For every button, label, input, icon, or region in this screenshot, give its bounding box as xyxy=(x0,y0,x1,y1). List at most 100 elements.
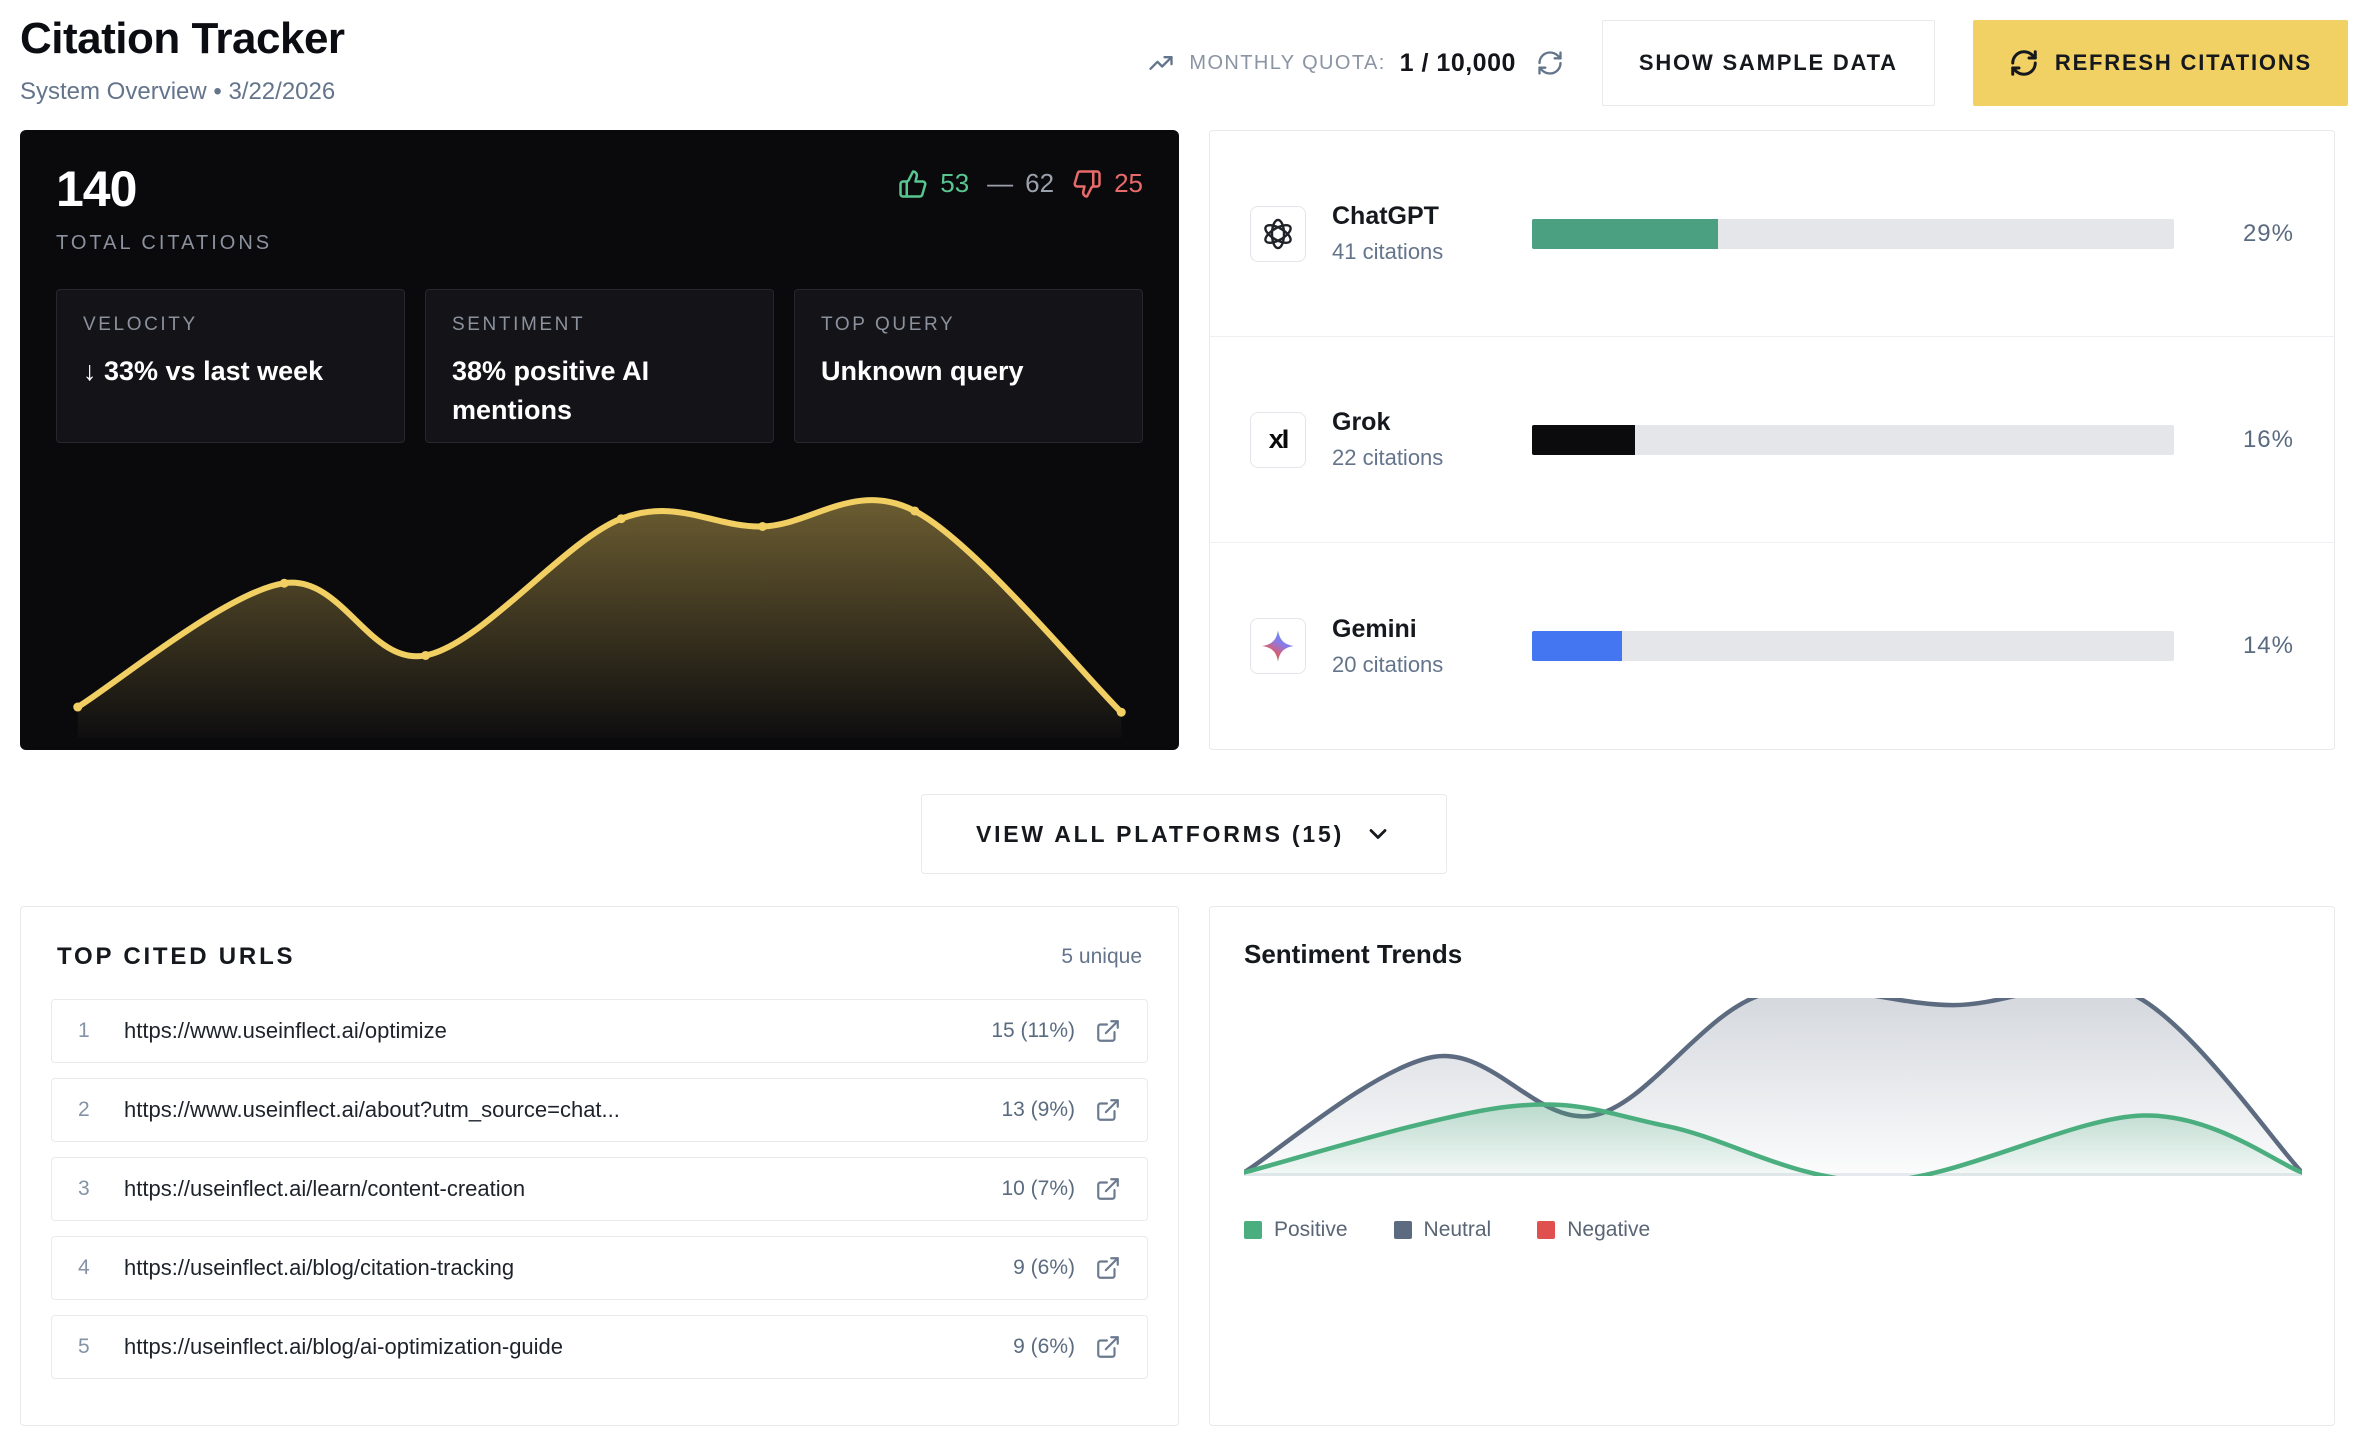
url-rank: 1 xyxy=(78,1019,90,1042)
url-text: https://www.useinflect.ai/optimize xyxy=(124,1018,447,1043)
platform-info: ChatGPT 41 citations xyxy=(1332,202,1522,265)
sentiment-legend: Positive Neutral Negative xyxy=(1244,1218,2300,1242)
legend-label: Neutral xyxy=(1423,1218,1492,1241)
url-text: https://useinflect.ai/blog/citation-trac… xyxy=(124,1255,515,1280)
url-row: 2 https://www.useinflect.ai/about?utm_so… xyxy=(51,1078,1148,1142)
sentiment-chart-wrap xyxy=(1244,998,2302,1176)
platform-row-gemini: Gemini 20 citations 14% xyxy=(1210,543,2334,749)
chevron-down-icon xyxy=(1364,820,1392,848)
total-citations-value: 140 xyxy=(56,161,137,217)
url-row: 4 https://useinflect.ai/blog/citation-tr… xyxy=(51,1236,1148,1300)
legend-item-negative: Negative xyxy=(1537,1218,1650,1242)
top-row: 140 TOTAL CITATIONS 53 — 62 xyxy=(20,130,2348,750)
neutral-count: 62 xyxy=(1025,168,1055,198)
external-link-icon[interactable] xyxy=(1095,1176,1121,1202)
overview-header: 140 TOTAL CITATIONS 53 — 62 xyxy=(56,160,1143,255)
platform-progress-fill xyxy=(1532,218,1719,249)
platform-percent: 16% xyxy=(2242,425,2294,453)
stat-card-sentiment: SENTIMENT 38% positive AI mentions xyxy=(425,289,774,443)
chatgpt-logo-icon xyxy=(1250,205,1306,262)
citations-trend-chart-wrap xyxy=(56,480,1143,738)
url-count: 10 (7%) xyxy=(1001,1177,1075,1200)
external-link-icon[interactable] xyxy=(1095,1018,1121,1044)
stat-value: Unknown query xyxy=(821,356,1024,386)
platform-progress-fill xyxy=(1532,424,1635,455)
url-count: 9 (6%) xyxy=(1013,1256,1075,1279)
url-count: 15 (11%) xyxy=(991,1019,1075,1042)
stat-label: VELOCITY xyxy=(83,314,198,335)
stat-label: SENTIMENT xyxy=(452,314,586,335)
sentiment-counts: 53 — 62 25 xyxy=(898,168,1143,199)
citations-overview-card: 140 TOTAL CITATIONS 53 — 62 xyxy=(20,130,1179,750)
stat-card-top-query: TOP QUERY Unknown query xyxy=(794,289,1143,443)
platform-progress-track xyxy=(1532,631,2174,661)
show-sample-data-button[interactable]: SHOW SAMPLE DATA xyxy=(1601,20,1935,106)
gemini-logo-icon xyxy=(1250,618,1306,674)
external-link-icon[interactable] xyxy=(1095,1097,1121,1123)
negative-swatch-icon xyxy=(1537,1221,1556,1239)
url-text: https://www.useinflect.ai/about?utm_sour… xyxy=(124,1097,620,1122)
legend-item-positive: Positive xyxy=(1244,1218,1348,1242)
url-row: 5 https://useinflect.ai/blog/ai-optimiza… xyxy=(51,1315,1148,1379)
platform-row-grok: xI Grok 22 citations 16% xyxy=(1210,337,2334,543)
url-text: https://useinflect.ai/blog/ai-optimizati… xyxy=(124,1334,564,1359)
sentiment-trends-title: Sentiment Trends xyxy=(1244,939,1463,969)
urls-header: TOP CITED URLS 5 unique xyxy=(51,935,1148,971)
stat-card-velocity: VELOCITY ↓ 33% vs last week xyxy=(56,289,405,443)
external-link-icon[interactable] xyxy=(1095,1255,1121,1281)
stat-label: TOP QUERY xyxy=(821,314,956,335)
platform-percent: 14% xyxy=(2242,632,2294,659)
external-link-icon[interactable] xyxy=(1095,1334,1121,1360)
platform-percent: 29% xyxy=(2242,219,2294,247)
url-count: 9 (6%) xyxy=(1013,1335,1075,1358)
grok-logo-icon: xI xyxy=(1250,411,1306,468)
thumbs-up-icon xyxy=(898,169,928,199)
platform-name: Gemini xyxy=(1332,614,1417,643)
platform-info: Grok 22 citations xyxy=(1332,408,1522,471)
header-controls: MONTHLY QUOTA: 1 / 10,000 SHOW SAMPLE DA… xyxy=(1147,20,2348,106)
quota-refresh-icon[interactable] xyxy=(1536,49,1564,77)
overview-stats: VELOCITY ↓ 33% vs last week SENTIMENT 38… xyxy=(56,289,1143,443)
view-all-wrap: VIEW ALL PLATFORMS (15) xyxy=(20,794,2348,874)
platform-info: Gemini 20 citations xyxy=(1332,615,1522,678)
url-rank: 5 xyxy=(78,1335,90,1358)
monthly-quota: MONTHLY QUOTA: 1 / 10,000 xyxy=(1147,49,1564,78)
refresh-citations-label: REFRESH CITATIONS xyxy=(2054,50,2312,75)
legend-label: Positive xyxy=(1274,1218,1348,1241)
thumbs-up-count: 53 xyxy=(940,168,970,198)
sentiment-trends-card: Sentiment Trends Positive Neutral Negati… xyxy=(1209,906,2335,1426)
url-text: https://useinflect.ai/learn/content-crea… xyxy=(124,1176,526,1201)
platform-breakdown-card: ChatGPT 41 citations 29% xI Grok 22 cita… xyxy=(1209,130,2335,750)
platform-name: Grok xyxy=(1332,408,1391,436)
quota-label: MONTHLY QUOTA: xyxy=(1189,51,1386,74)
platform-progress-track xyxy=(1532,424,2174,455)
platform-citations: 41 citations xyxy=(1332,239,1444,264)
stat-value: ↓ 33% vs last week xyxy=(83,356,324,386)
page-subtitle: System Overview • 3/22/2026 xyxy=(20,78,336,105)
refresh-citations-button[interactable]: REFRESH CITATIONS xyxy=(1972,20,2348,106)
neutral-swatch-icon xyxy=(1393,1221,1412,1239)
quota-value: 1 / 10,000 xyxy=(1399,48,1516,77)
sentiment-area-chart xyxy=(1244,998,2302,1176)
header-titles: Citation Tracker System Overview • 3/22/… xyxy=(20,8,345,106)
bottom-row: TOP CITED URLS 5 unique 1 https://www.us… xyxy=(20,906,2348,1426)
url-rank: 2 xyxy=(78,1098,90,1121)
platform-progress-fill xyxy=(1532,631,1622,661)
total-citations-label: TOTAL CITATIONS xyxy=(56,232,273,254)
thumbs-down-count: 25 xyxy=(1114,168,1143,198)
neutral-dash-icon: — xyxy=(987,168,1014,198)
page-title: Citation Tracker xyxy=(20,14,345,63)
page-header: Citation Tracker System Overview • 3/22/… xyxy=(20,8,2348,106)
refresh-icon xyxy=(2009,48,2039,78)
thumbs-down-group: 25 xyxy=(1072,168,1143,199)
citations-area-chart xyxy=(73,497,1126,738)
url-row: 3 https://useinflect.ai/learn/content-cr… xyxy=(51,1157,1148,1221)
urls-unique-count: 5 unique xyxy=(1061,945,1142,968)
legend-item-neutral: Neutral xyxy=(1393,1218,1492,1242)
thumbs-down-icon xyxy=(1072,169,1102,199)
platform-progress-track xyxy=(1532,218,2174,249)
trending-up-icon xyxy=(1147,49,1175,77)
view-all-platforms-label: VIEW ALL PLATFORMS (15) xyxy=(975,820,1345,847)
neutral-group: — 62 xyxy=(987,168,1054,199)
view-all-platforms-button[interactable]: VIEW ALL PLATFORMS (15) xyxy=(920,794,1448,874)
